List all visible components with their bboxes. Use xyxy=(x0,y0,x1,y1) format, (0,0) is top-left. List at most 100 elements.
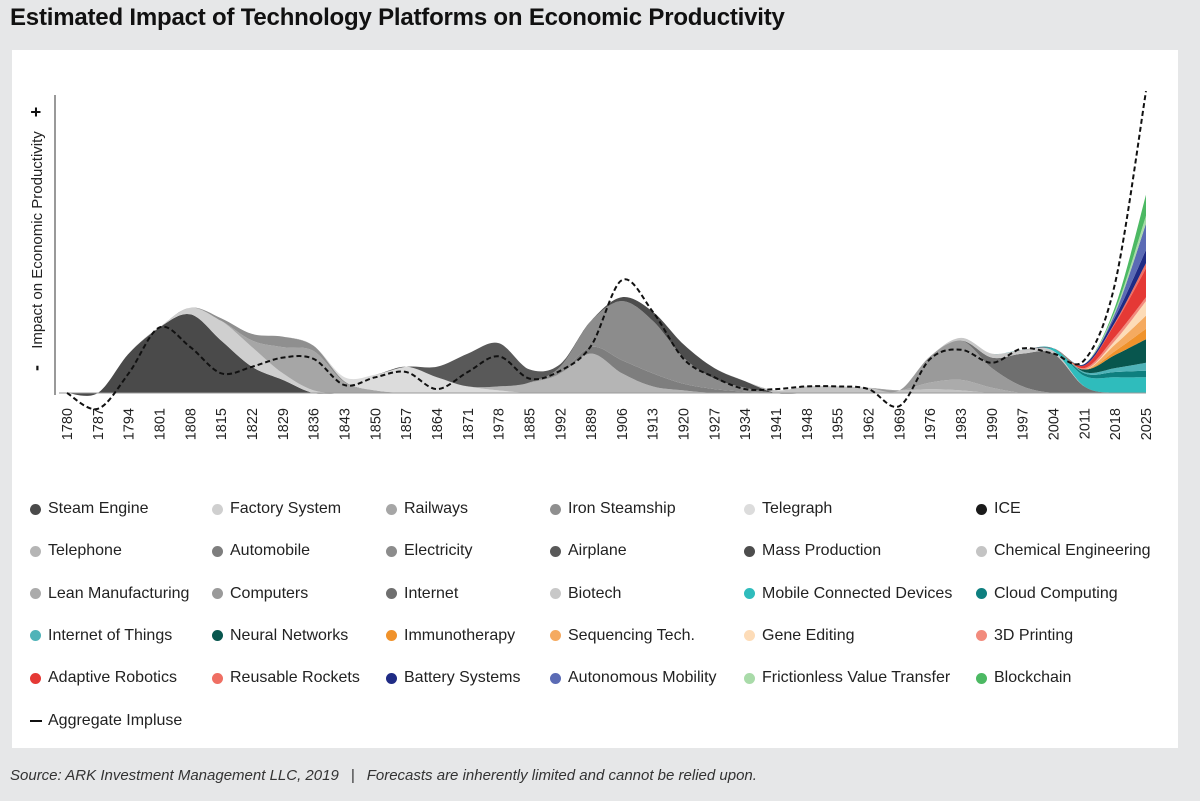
legend-swatch xyxy=(744,545,755,557)
legend-swatch xyxy=(212,503,223,515)
legend-item: Iron Steamship xyxy=(550,500,676,518)
x-tick-label: 1864 xyxy=(430,408,446,440)
legend-item: Mobile Connected Devices xyxy=(744,585,952,603)
x-tick-label: 1822 xyxy=(245,408,261,440)
area-steam-engine xyxy=(67,313,1146,396)
legend-label: Iron Steamship xyxy=(568,500,676,517)
legend-swatch xyxy=(386,672,397,684)
x-tick-label: 1801 xyxy=(153,408,169,440)
x-tick-label: 2025 xyxy=(1139,408,1155,440)
legend-item: ICE xyxy=(976,500,1021,518)
legend-label: Sequencing Tech. xyxy=(568,626,695,644)
legend-label: Automobile xyxy=(230,542,311,560)
legend-item: Immunotherapy xyxy=(386,627,515,645)
legend-swatch xyxy=(976,588,987,600)
legend-swatch xyxy=(976,672,987,684)
x-tick-label: 1808 xyxy=(183,408,199,440)
chart-title: Estimated Impact of Technology Platforms… xyxy=(10,4,785,31)
y-axis-minus-label: - xyxy=(26,365,46,371)
legend-swatch xyxy=(212,545,223,557)
area-iron-steamship xyxy=(67,307,1146,396)
legend-label: Telephone xyxy=(48,542,122,560)
legend-swatch xyxy=(976,630,987,642)
legend-item: Railways xyxy=(386,500,468,518)
y-axis-plus-label: + xyxy=(26,107,46,118)
area-electricity xyxy=(67,301,1146,396)
x-tick-label: 1992 xyxy=(553,408,569,440)
legend-swatch xyxy=(386,503,397,515)
x-tick-label: 1885 xyxy=(522,408,538,440)
legend-swatch xyxy=(976,545,987,557)
legend-swatch xyxy=(744,672,755,684)
x-tick-label: 1836 xyxy=(307,408,323,440)
legend-item: Internet xyxy=(386,585,458,603)
legend-label: Aggregate Impluse xyxy=(48,711,183,729)
x-tick-label: 1871 xyxy=(461,408,477,440)
chart-footer: Source: ARK Investment Management LLC, 2… xyxy=(10,767,757,784)
legend-label: Immunotherapy xyxy=(404,626,516,644)
legend-label: Telegraph xyxy=(762,500,833,517)
legend-swatch xyxy=(550,588,561,600)
legend-swatch xyxy=(386,588,397,600)
legend-swatch xyxy=(30,503,41,515)
legend-label: Cloud Computing xyxy=(994,584,1118,602)
x-tick-label: 2004 xyxy=(1047,408,1063,440)
legend-label: Factory System xyxy=(230,500,342,517)
legend-swatch xyxy=(744,630,755,642)
x-tick-label: 1934 xyxy=(738,408,754,440)
x-tick-label: 1927 xyxy=(707,408,723,440)
y-axis-label: Impact on Economic Productivity xyxy=(29,131,46,349)
legend-item: Computers xyxy=(212,585,308,603)
legend-label: 3D Printing xyxy=(994,626,1074,644)
legend-label: Battery Systems xyxy=(404,669,521,687)
legend-item: Telephone xyxy=(30,542,122,560)
legend-swatch xyxy=(212,588,223,600)
legend-dash xyxy=(30,719,42,722)
legend-label: Computers xyxy=(230,584,309,602)
legend-swatch xyxy=(550,503,561,515)
legend-label: Frictionless Value Transfer xyxy=(762,669,951,687)
x-tick-label: 1983 xyxy=(954,408,970,440)
x-tick-label: 1794 xyxy=(122,408,138,440)
x-tick-label: 1976 xyxy=(923,408,939,440)
legend-swatch xyxy=(386,545,397,557)
legend-swatch xyxy=(550,545,561,557)
legend-swatch xyxy=(976,503,987,515)
legend-label: Internet xyxy=(404,584,459,602)
x-tick-label: 1997 xyxy=(1016,408,1032,440)
legend-item: Factory System xyxy=(212,500,341,518)
legend-label: ICE xyxy=(994,500,1021,517)
legend-item: Reusable Rockets xyxy=(212,669,360,687)
area-factory-system xyxy=(67,307,1146,396)
x-tick-label: 1850 xyxy=(368,408,384,440)
x-tick-label: 1857 xyxy=(399,408,415,440)
x-tick-label: 1978 xyxy=(492,408,508,440)
legend-label: Internet of Things xyxy=(48,626,173,644)
legend-swatch xyxy=(30,630,41,642)
legend-item: Sequencing Tech. xyxy=(550,627,695,645)
x-tick-label: 2011 xyxy=(1077,408,1093,439)
legend-label: Lean Manufacturing xyxy=(48,584,190,602)
x-tick-label: 1969 xyxy=(892,408,908,440)
legend-label: Neural Networks xyxy=(230,626,349,644)
chart-plot: Impact on Economic Productivity+-1780 178… xyxy=(26,90,1155,440)
legend-label: Blockchain xyxy=(994,669,1072,687)
area-telephone xyxy=(67,307,1146,396)
legend-item: Cloud Computing xyxy=(976,585,1118,603)
legend-label: Gene Editing xyxy=(762,626,855,644)
legend-swatch xyxy=(550,672,561,684)
x-tick-label: 1906 xyxy=(615,408,631,440)
legend-item: Internet of Things xyxy=(30,627,172,645)
disclaimer-note: Forecasts are inherently limited and can… xyxy=(366,767,757,784)
x-tick-label: 1941 xyxy=(769,408,785,440)
legend-item: Electricity xyxy=(386,542,472,560)
legend-swatch xyxy=(744,588,755,600)
legend-item: Airplane xyxy=(550,542,627,560)
legend-item: Adaptive Robotics xyxy=(30,669,177,687)
x-tick-label: 1920 xyxy=(677,408,693,440)
legend-label: Electricity xyxy=(404,542,473,560)
x-tick-label: 1780 xyxy=(60,408,76,440)
area-internet xyxy=(67,297,1146,396)
legend-label: Mobile Connected Devices xyxy=(762,584,953,602)
legend-label: Mass Production xyxy=(762,542,882,560)
